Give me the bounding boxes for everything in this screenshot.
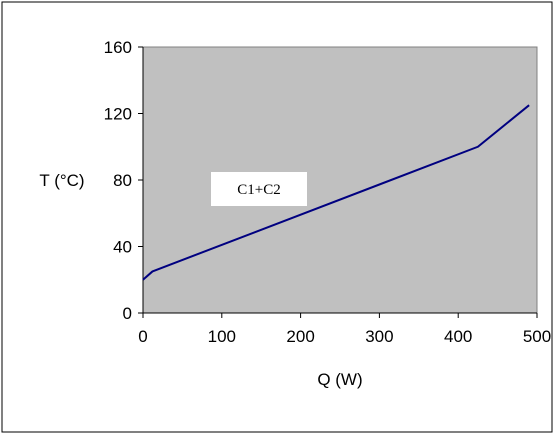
y-axis-title: T (°C) (39, 171, 84, 190)
annotation-label: C1+C2 (237, 182, 280, 198)
annotation-box: C1+C2 (211, 172, 307, 206)
annotation-background (211, 172, 307, 206)
series-line (142, 104, 530, 281)
x-axis-title: Q (W) (317, 370, 362, 389)
series-group (142, 104, 530, 281)
y-tick-label: 160 (104, 38, 132, 57)
plot-area (142, 46, 538, 314)
x-axis: 0 100 200 300 400 500 (138, 312, 551, 346)
y-tick-label: 120 (104, 105, 132, 124)
y-tick-label: 0 (123, 304, 132, 323)
x-tick-label: 500 (523, 327, 551, 346)
y-tick-label: 80 (113, 171, 132, 190)
y-axis: 0 40 80 120 160 (104, 38, 144, 323)
x-tick-label: 400 (444, 327, 472, 346)
x-tick-label: 300 (365, 327, 393, 346)
x-tick-label: 0 (138, 327, 147, 346)
x-tick-label: 200 (286, 327, 314, 346)
y-tick-label: 40 (113, 238, 132, 257)
x-tick-label: 100 (208, 327, 236, 346)
